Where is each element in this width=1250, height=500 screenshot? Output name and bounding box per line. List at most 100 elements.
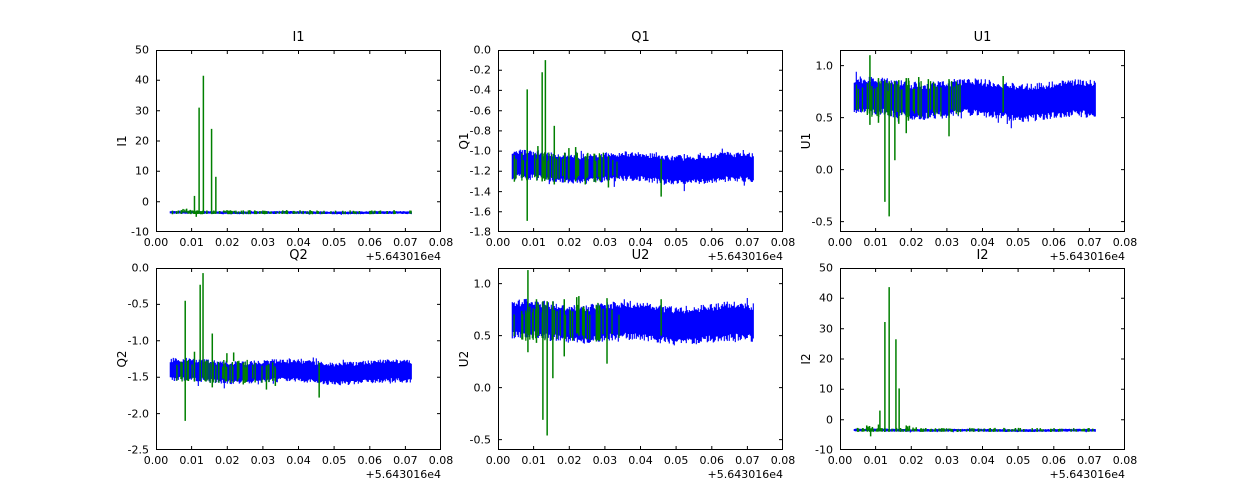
x-tick-label: 0.07 [735,454,760,467]
y-tick-label: 0.0 [131,261,150,275]
x-tick-label: 0.07 [735,236,760,249]
y-tick-label: 0.5 [815,111,834,125]
y-tick-label: -1.4 [469,185,491,199]
y-tick-label: 0.0 [815,163,834,177]
y-tick-label: 30 [819,322,833,336]
x-tick-label: 0.03 [592,454,618,467]
x-tick-label: 0.06 [357,454,383,467]
plot-area-q2 [156,268,441,450]
x-tick-label: 0.02 [899,454,924,467]
y-tick-label: 0.0 [473,43,492,57]
y-axis-label: U2 [457,350,471,368]
subplot-q2: Q2 Q2 +5.643016e4 0.00 0.01 0.02 0.03 0.04 0.… [115,249,453,482]
y-axis-label: I2 [799,353,813,365]
y-tick-label: 0 [142,195,149,209]
y-axis-label: Q2 [115,350,129,368]
y-tick-label: -1.6 [469,205,491,219]
x-tick-label: 0.06 [1041,454,1067,467]
x-axis-offset-label: +5.643016e4 [1049,250,1125,263]
x-tick-label: 0.05 [1005,236,1031,249]
x-tick-label: 0.02 [557,454,582,467]
y-tick-label: 40 [819,291,833,305]
x-tick-label: 0.01 [521,236,546,249]
x-tick-label: 0.04 [286,236,311,249]
x-tick-label: 0.03 [934,236,960,249]
x-tick-label: 0.05 [1005,454,1031,467]
plot-area-u1 [840,50,1125,232]
x-tick-label: 0.01 [863,236,888,249]
y-tick-label: 50 [135,43,149,57]
y-tick-label: 1.0 [473,277,492,291]
x-tick-label: 0.05 [321,236,347,249]
y-tick-label: 20 [819,352,833,366]
x-axis-offset-label: +5.643016e4 [1049,468,1125,481]
x-tick-label: 0.01 [179,454,204,467]
x-tick-label: 0.05 [663,454,689,467]
y-tick-label: 10 [135,164,149,178]
x-tick-label: 0.04 [286,454,311,467]
y-tick-label: -0.4 [469,83,491,97]
x-tick-label: 0.05 [321,454,347,467]
x-tick-label: 0.08 [428,236,454,249]
x-tick-label: 0.00 [485,454,511,467]
y-tick-label: -2.0 [127,407,149,421]
plot-area-u2 [498,268,783,450]
subplot-u2: U2 U2 +5.643016e4 0.00 0.01 0.02 0.03 0.04 0.… [457,249,795,482]
x-tick-label: 0.08 [1112,454,1138,467]
x-tick-label: 0.08 [428,454,454,467]
plot-title: U2 [631,248,650,263]
x-tick-label: 0.02 [899,236,924,249]
y-tick-label: 40 [135,73,149,87]
plot-area-i2 [840,268,1125,450]
y-tick-label: -0.8 [469,124,491,138]
plot-area-q1 [498,50,783,232]
x-tick-label: 0.08 [770,454,796,467]
x-tick-label: 0.07 [393,454,418,467]
x-tick-label: 0.00 [827,454,853,467]
x-tick-label: 0.04 [970,236,995,249]
x-tick-label: 0.03 [250,454,276,467]
y-tick-label: -1.2 [469,164,491,178]
x-axis-offset-label: +5.643016e4 [707,250,783,263]
x-tick-label: 0.03 [934,454,960,467]
y-tick-label: 10 [819,382,833,396]
x-tick-label: 0.05 [663,236,689,249]
y-tick-label: 20 [135,134,149,148]
y-tick-label: 30 [135,104,149,118]
x-tick-label: 0.01 [179,236,204,249]
y-tick-label: -0.6 [469,104,491,118]
y-tick-label: -1.0 [127,334,149,348]
x-tick-label: 0.06 [699,454,725,467]
y-tick-label: -2.5 [127,443,149,457]
y-tick-label: -1.8 [469,225,491,239]
y-tick-label: 0.5 [473,329,492,343]
y-tick-label: -1.5 [127,370,149,384]
y-tick-label: -1.0 [469,144,491,158]
y-tick-label: 1.0 [815,59,834,73]
subplot-i2: I2 I2 +5.643016e4 0.00 0.01 0.02 0.03 0.04 0.… [799,249,1137,482]
x-tick-label: 0.00 [143,454,169,467]
x-tick-label: 0.03 [592,236,618,249]
plot-title: I1 [292,30,305,45]
plot-area-i1 [156,50,441,232]
x-tick-label: 0.07 [1077,236,1102,249]
plot-title: Q1 [631,30,650,45]
x-tick-label: 0.06 [1041,236,1067,249]
y-tick-label: 0 [826,413,833,427]
y-tick-label: 50 [819,261,833,275]
x-axis-offset-label: +5.643016e4 [365,250,441,263]
y-tick-label: -0.5 [469,433,491,447]
x-tick-label: 0.00 [485,236,511,249]
subplot-q1: Q1 Q1 +5.643016e4 0.00 0.01 0.02 0.03 0.04 0.… [457,31,795,264]
x-tick-label: 0.01 [521,454,546,467]
subplot-u1: U1 U1 +5.643016e4 0.00 0.01 0.02 0.03 0.04 0.… [799,31,1137,264]
x-tick-label: 0.08 [770,236,796,249]
plot-title: I2 [976,248,989,263]
y-tick-label: 0.0 [473,381,492,395]
x-tick-label: 0.02 [215,454,240,467]
x-tick-label: 0.02 [557,236,582,249]
x-tick-label: 0.06 [357,236,383,249]
x-tick-label: 0.06 [699,236,725,249]
subplot-i1: I1 I1 +5.643016e4 0.00 0.01 0.02 0.03 0.04 0.… [115,31,453,264]
y-tick-label: -10 [815,443,833,457]
